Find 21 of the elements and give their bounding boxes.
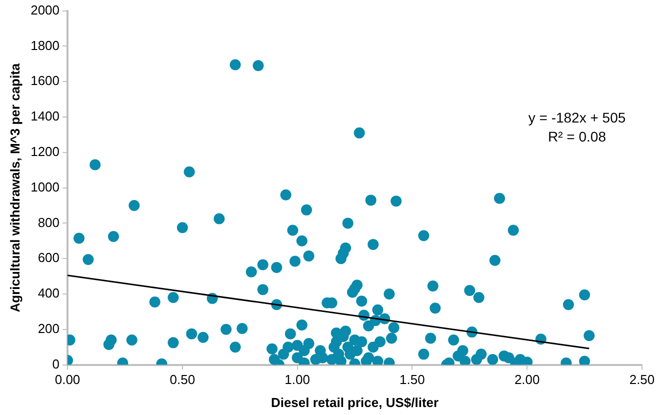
y-tick-label: 1400	[30, 108, 60, 124]
x-axis-title: Diesel retail price, US$/liter	[270, 394, 439, 410]
y-tick-label: 1600	[30, 73, 60, 88]
y-tick-label: 800	[38, 214, 60, 230]
x-tick-label: 1.00	[284, 372, 310, 388]
y-axis-title: Agricultural withdrawals, M^3 per capita	[7, 62, 22, 312]
x-tick-label: 0.00	[54, 372, 80, 388]
y-tick-label: 1200	[30, 144, 60, 159]
annotation: R² = 0.08	[548, 128, 606, 145]
y-tick-label: 1800	[30, 38, 60, 53]
y-tick-label: 0	[52, 356, 60, 372]
x-tick-label: 0.50	[170, 372, 196, 388]
y-tick-label: 600	[38, 250, 60, 266]
annotation: y = -182x + 505	[528, 110, 626, 126]
y-tick-label: 200	[38, 320, 60, 336]
x-tick-label: 1.50	[400, 372, 425, 388]
y-tick-label: 400	[38, 286, 60, 301]
y-tick-label: 1000	[30, 179, 60, 194]
x-tick-label: 2.00	[514, 372, 540, 388]
y-tick-label: 2000	[30, 2, 60, 18]
x-tick-label: 2.50	[629, 372, 655, 388]
